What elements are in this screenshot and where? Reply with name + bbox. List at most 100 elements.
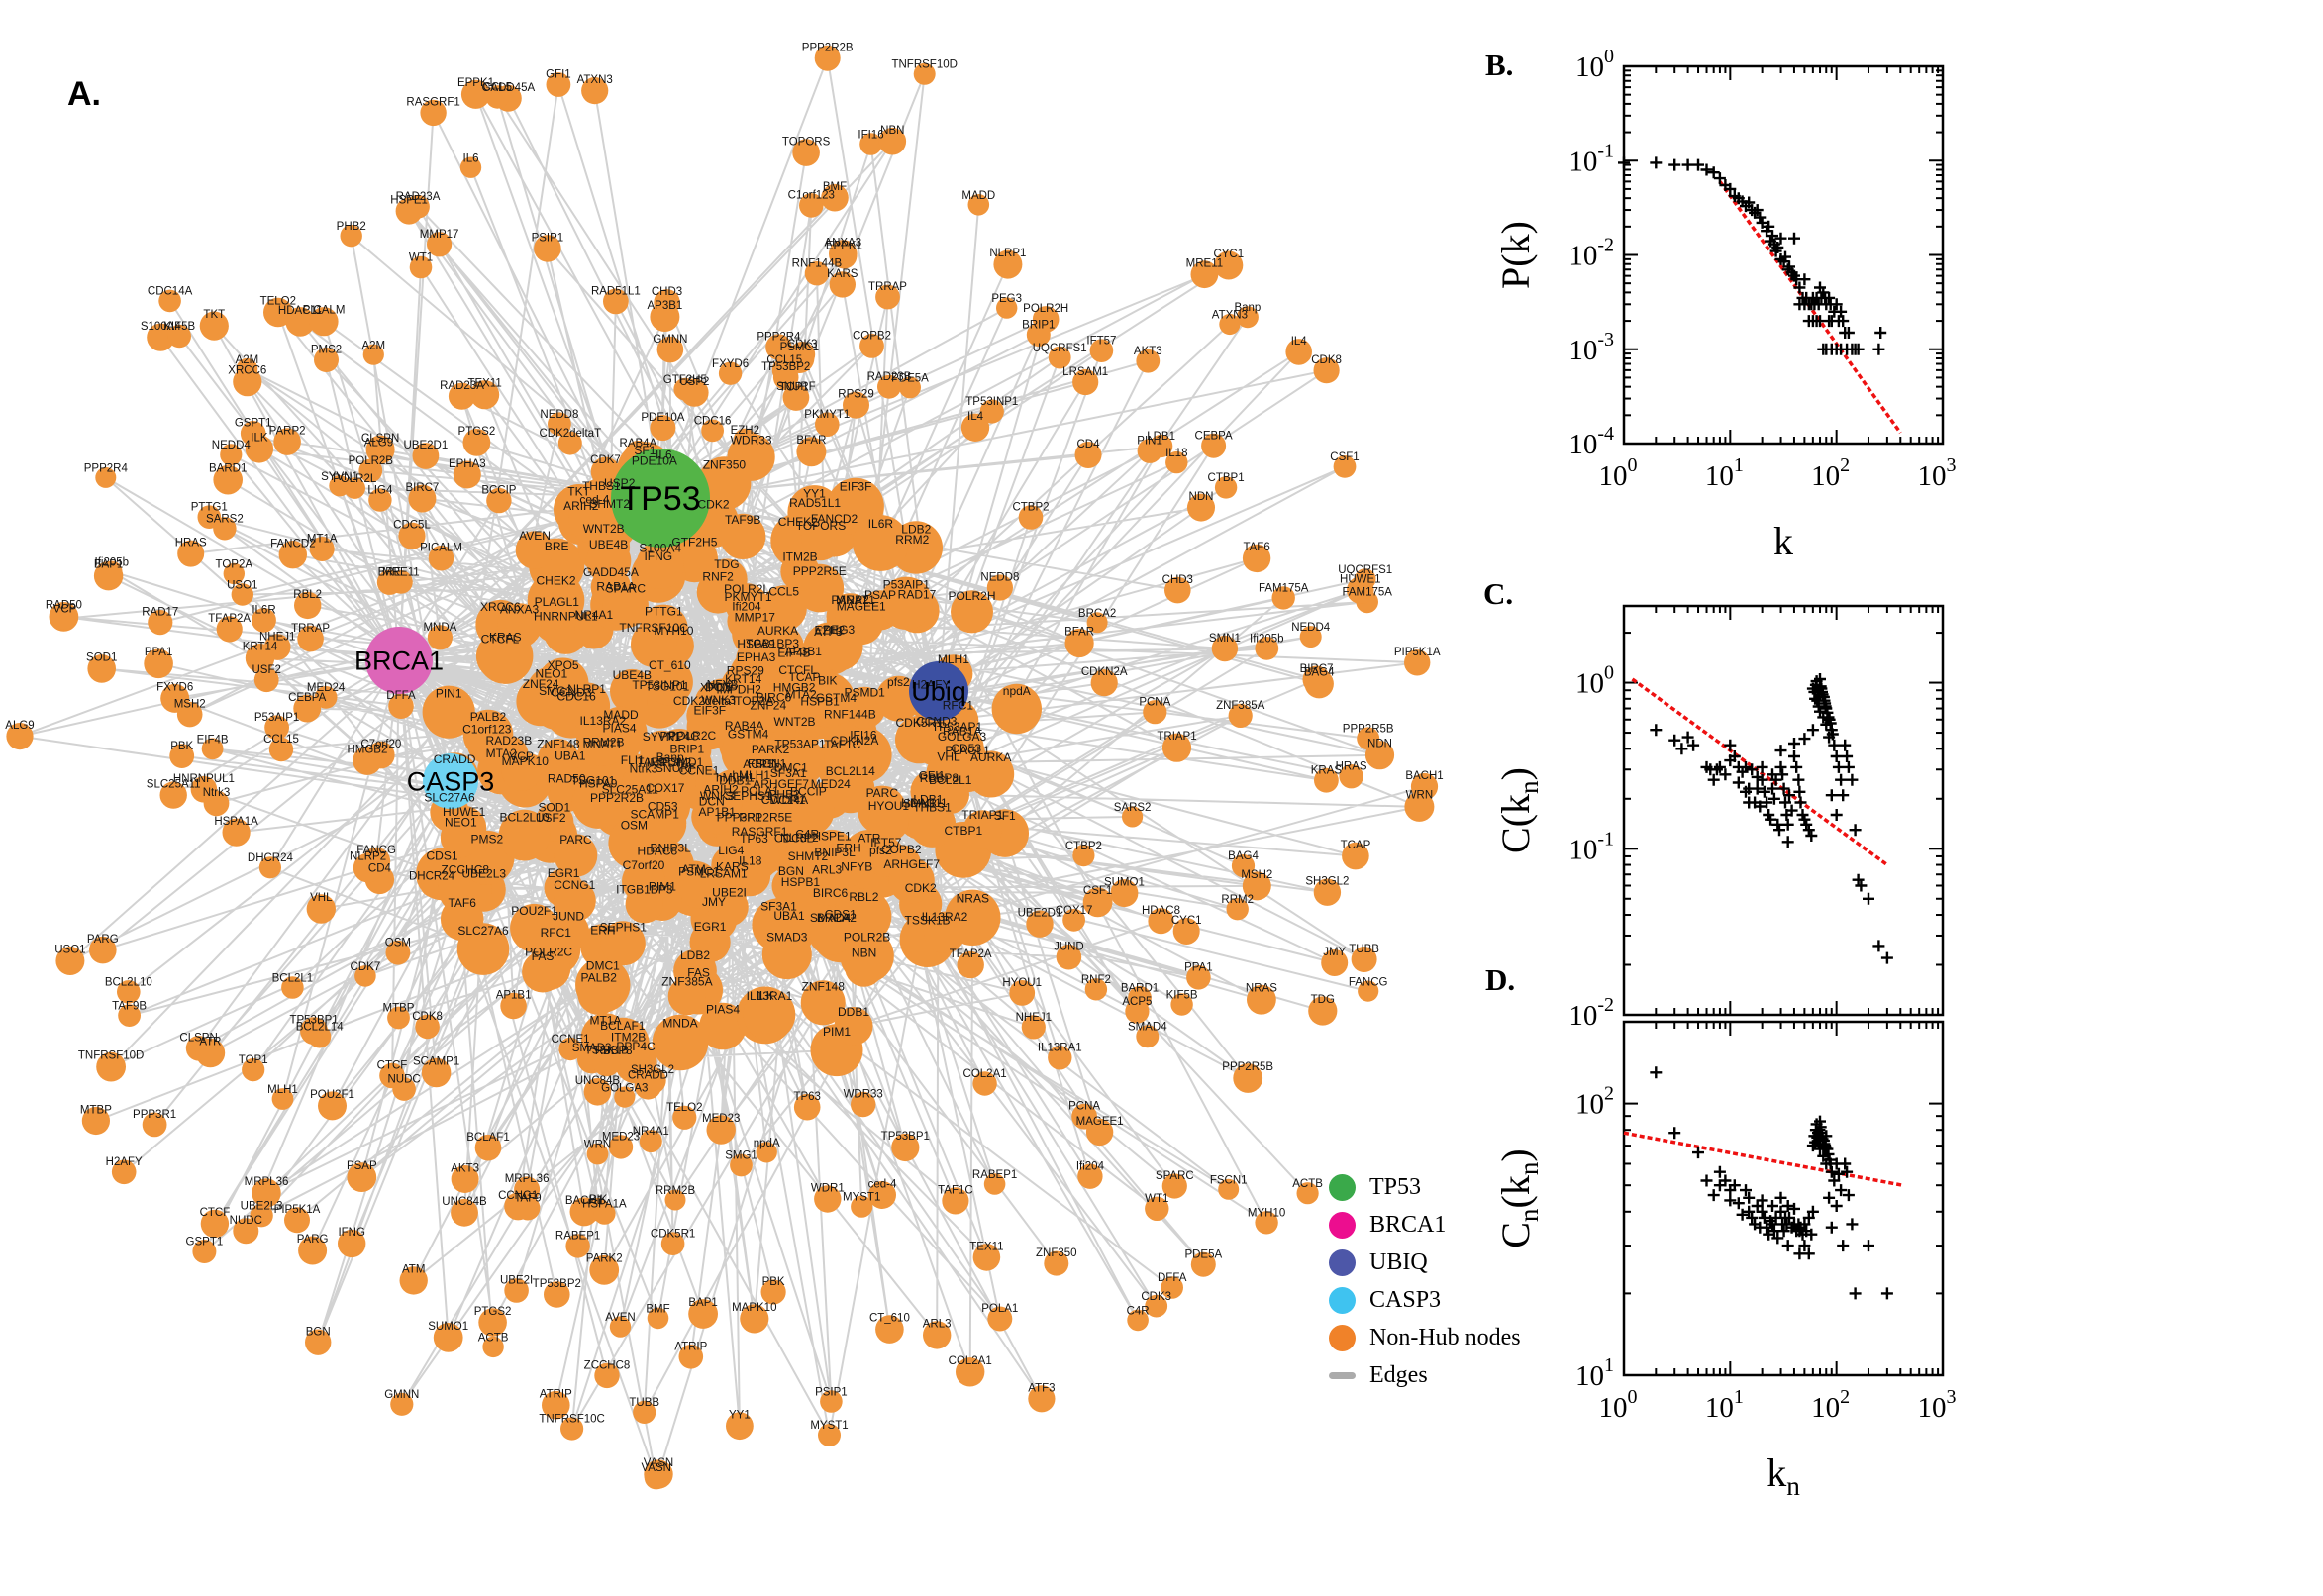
gene-node — [962, 810, 1002, 849]
gene-node-label: PTGS2 — [474, 1306, 512, 1318]
axis-label: P(k) — [1493, 221, 1538, 289]
gene-node-label: SF3A1 — [770, 766, 807, 780]
gene-node-label: CD53 — [951, 742, 981, 755]
gene-node — [688, 1299, 718, 1329]
gene-node — [843, 391, 869, 419]
gene-node-label: VASN — [641, 1462, 670, 1474]
gene-node-label: CRADD — [628, 1069, 668, 1081]
gene-node-label: pfs2 — [869, 844, 892, 857]
gene-node-label: BAP1 — [94, 559, 123, 571]
gene-node-label: RNF2 — [702, 570, 734, 584]
gene-node-label: PEG3 — [991, 293, 1022, 305]
hub-label-casp3: CASP3 — [407, 766, 495, 796]
gene-node-label: SYVN1 — [643, 730, 682, 744]
gene-node-label: JUND — [1054, 942, 1084, 953]
gene-node — [554, 834, 598, 877]
gene-node-label: MT1A — [589, 1013, 621, 1027]
gene-node-label: WDR33 — [731, 434, 772, 448]
gene-node-label: ALG9 — [5, 720, 34, 732]
gene-node-label: VCP — [53, 604, 77, 616]
gene-node — [614, 1086, 636, 1108]
gene-node-label: CDK3 — [1141, 1291, 1171, 1303]
tick-label: 10-2 — [1568, 994, 1614, 1032]
gene-node-label: IL13RA1 — [1038, 1043, 1082, 1054]
gene-node-label: SEPHS1 — [725, 789, 772, 803]
axis-label: Cn​(kn​) — [1493, 1148, 1544, 1248]
gene-node — [197, 505, 222, 529]
gene-node-label: PKMYT1 — [724, 590, 771, 604]
gene-node-label: CCL5 — [768, 585, 799, 599]
gene-node-label: PPP4C — [660, 729, 700, 743]
gene-node — [548, 911, 589, 952]
gene-node-label: HSPE1 — [812, 830, 852, 844]
gene-node-label: THBS1 — [913, 800, 952, 814]
gene-node-label: Ifi204 — [1076, 1160, 1105, 1172]
gene-node-label: CDK2deltaT — [673, 694, 739, 708]
gene-node-label: ZNF350 — [703, 457, 747, 471]
gene-node — [368, 488, 392, 512]
gene-node-label: PPP2R4 — [84, 463, 129, 475]
gene-node-label: FAS — [687, 966, 710, 980]
gene-node-label: CD4 — [368, 862, 392, 874]
gene-node-label: MTBP — [80, 1104, 112, 1116]
gene-node — [169, 744, 195, 768]
gene-node-label: BCCIP — [481, 485, 516, 497]
gene-node-label: PARG — [87, 934, 119, 946]
gene-node-label: BCCIP — [790, 784, 827, 798]
gene-node — [972, 1071, 997, 1096]
gene-node-label: GTF2H5 — [671, 536, 717, 549]
gene-node-label: CHEK2 — [536, 574, 575, 588]
gene-node-label: CTBP1 — [1208, 472, 1245, 484]
gene-node — [216, 616, 243, 643]
gene-node — [81, 1106, 110, 1136]
gene-node — [409, 255, 433, 279]
gene-node-label: UBA1 — [555, 749, 586, 763]
gene-node-label: GSTM4 — [816, 691, 858, 705]
gene-node-label: TKT — [567, 485, 590, 499]
gene-node-label: PBK — [170, 741, 193, 752]
gene-node-label: COPB2 — [881, 843, 922, 856]
gene-node-label: ZNF24 — [523, 677, 559, 691]
gene-node-label: EIF3F — [693, 703, 726, 717]
gene-node-label: SARS2 — [206, 513, 244, 525]
gene-node-label: TP53AP1 — [774, 737, 826, 750]
gene-node-label: H2AFY — [106, 1156, 143, 1168]
gene-node-label: SF3A1 — [760, 899, 797, 913]
gene-node-label: PKMYT1 — [804, 409, 850, 421]
gene-node-label: CTCFL — [778, 663, 817, 677]
gene-node-label: EIF4B — [197, 734, 229, 746]
gene-node — [875, 1315, 904, 1344]
gene-node — [1110, 879, 1139, 908]
gene-node-label: TP53AP1 — [932, 720, 983, 734]
gene-node-label: PICALM — [420, 543, 462, 554]
gene-node-label: TUBB — [1349, 944, 1379, 955]
gene-node-label: CCL15 — [263, 734, 299, 746]
gene-node — [771, 866, 811, 906]
gene-node-label: WRN — [584, 1140, 611, 1151]
gene-node — [888, 857, 935, 904]
gene-node-label: RFC1 — [943, 698, 974, 712]
gene-node-label: ZNF350 — [1036, 1247, 1077, 1259]
gene-node-label: MTA2 — [486, 747, 517, 760]
gene-node-label: CT_610 — [869, 1313, 910, 1325]
gene-node — [199, 311, 229, 341]
gene-node — [308, 1025, 332, 1048]
legend-label: UBIQ — [1369, 1249, 1428, 1275]
gene-node-label: SH3GL2 — [1305, 876, 1349, 888]
gene-node-label: TRIAP1 — [961, 808, 1003, 822]
gene-node — [891, 1133, 920, 1162]
gene-node-label: RAB1A — [596, 580, 635, 594]
gene-node-label: TAF9B — [112, 1000, 147, 1012]
gene-node-label: BRCA2 — [817, 911, 857, 925]
gene-node-label: HSPA9 — [737, 637, 775, 650]
node-labels: TCAP NHEJ1 Ifi204 TP53INP1 P53AIP1 TFAP2A H2AF… — [5, 43, 1443, 1474]
gene-node-label: IL6 — [463, 152, 479, 164]
gene-node — [223, 562, 245, 585]
gene-node — [522, 950, 563, 993]
gene-node-label: CRADD — [434, 752, 476, 766]
gene-node-label: BARD1 — [1121, 982, 1159, 994]
gene-node — [710, 887, 749, 927]
gene-node-label: PLAGL1 — [945, 744, 990, 757]
gene-node-label: PIM1 — [649, 879, 676, 893]
gene-node-label: FANCD2 — [811, 512, 858, 526]
